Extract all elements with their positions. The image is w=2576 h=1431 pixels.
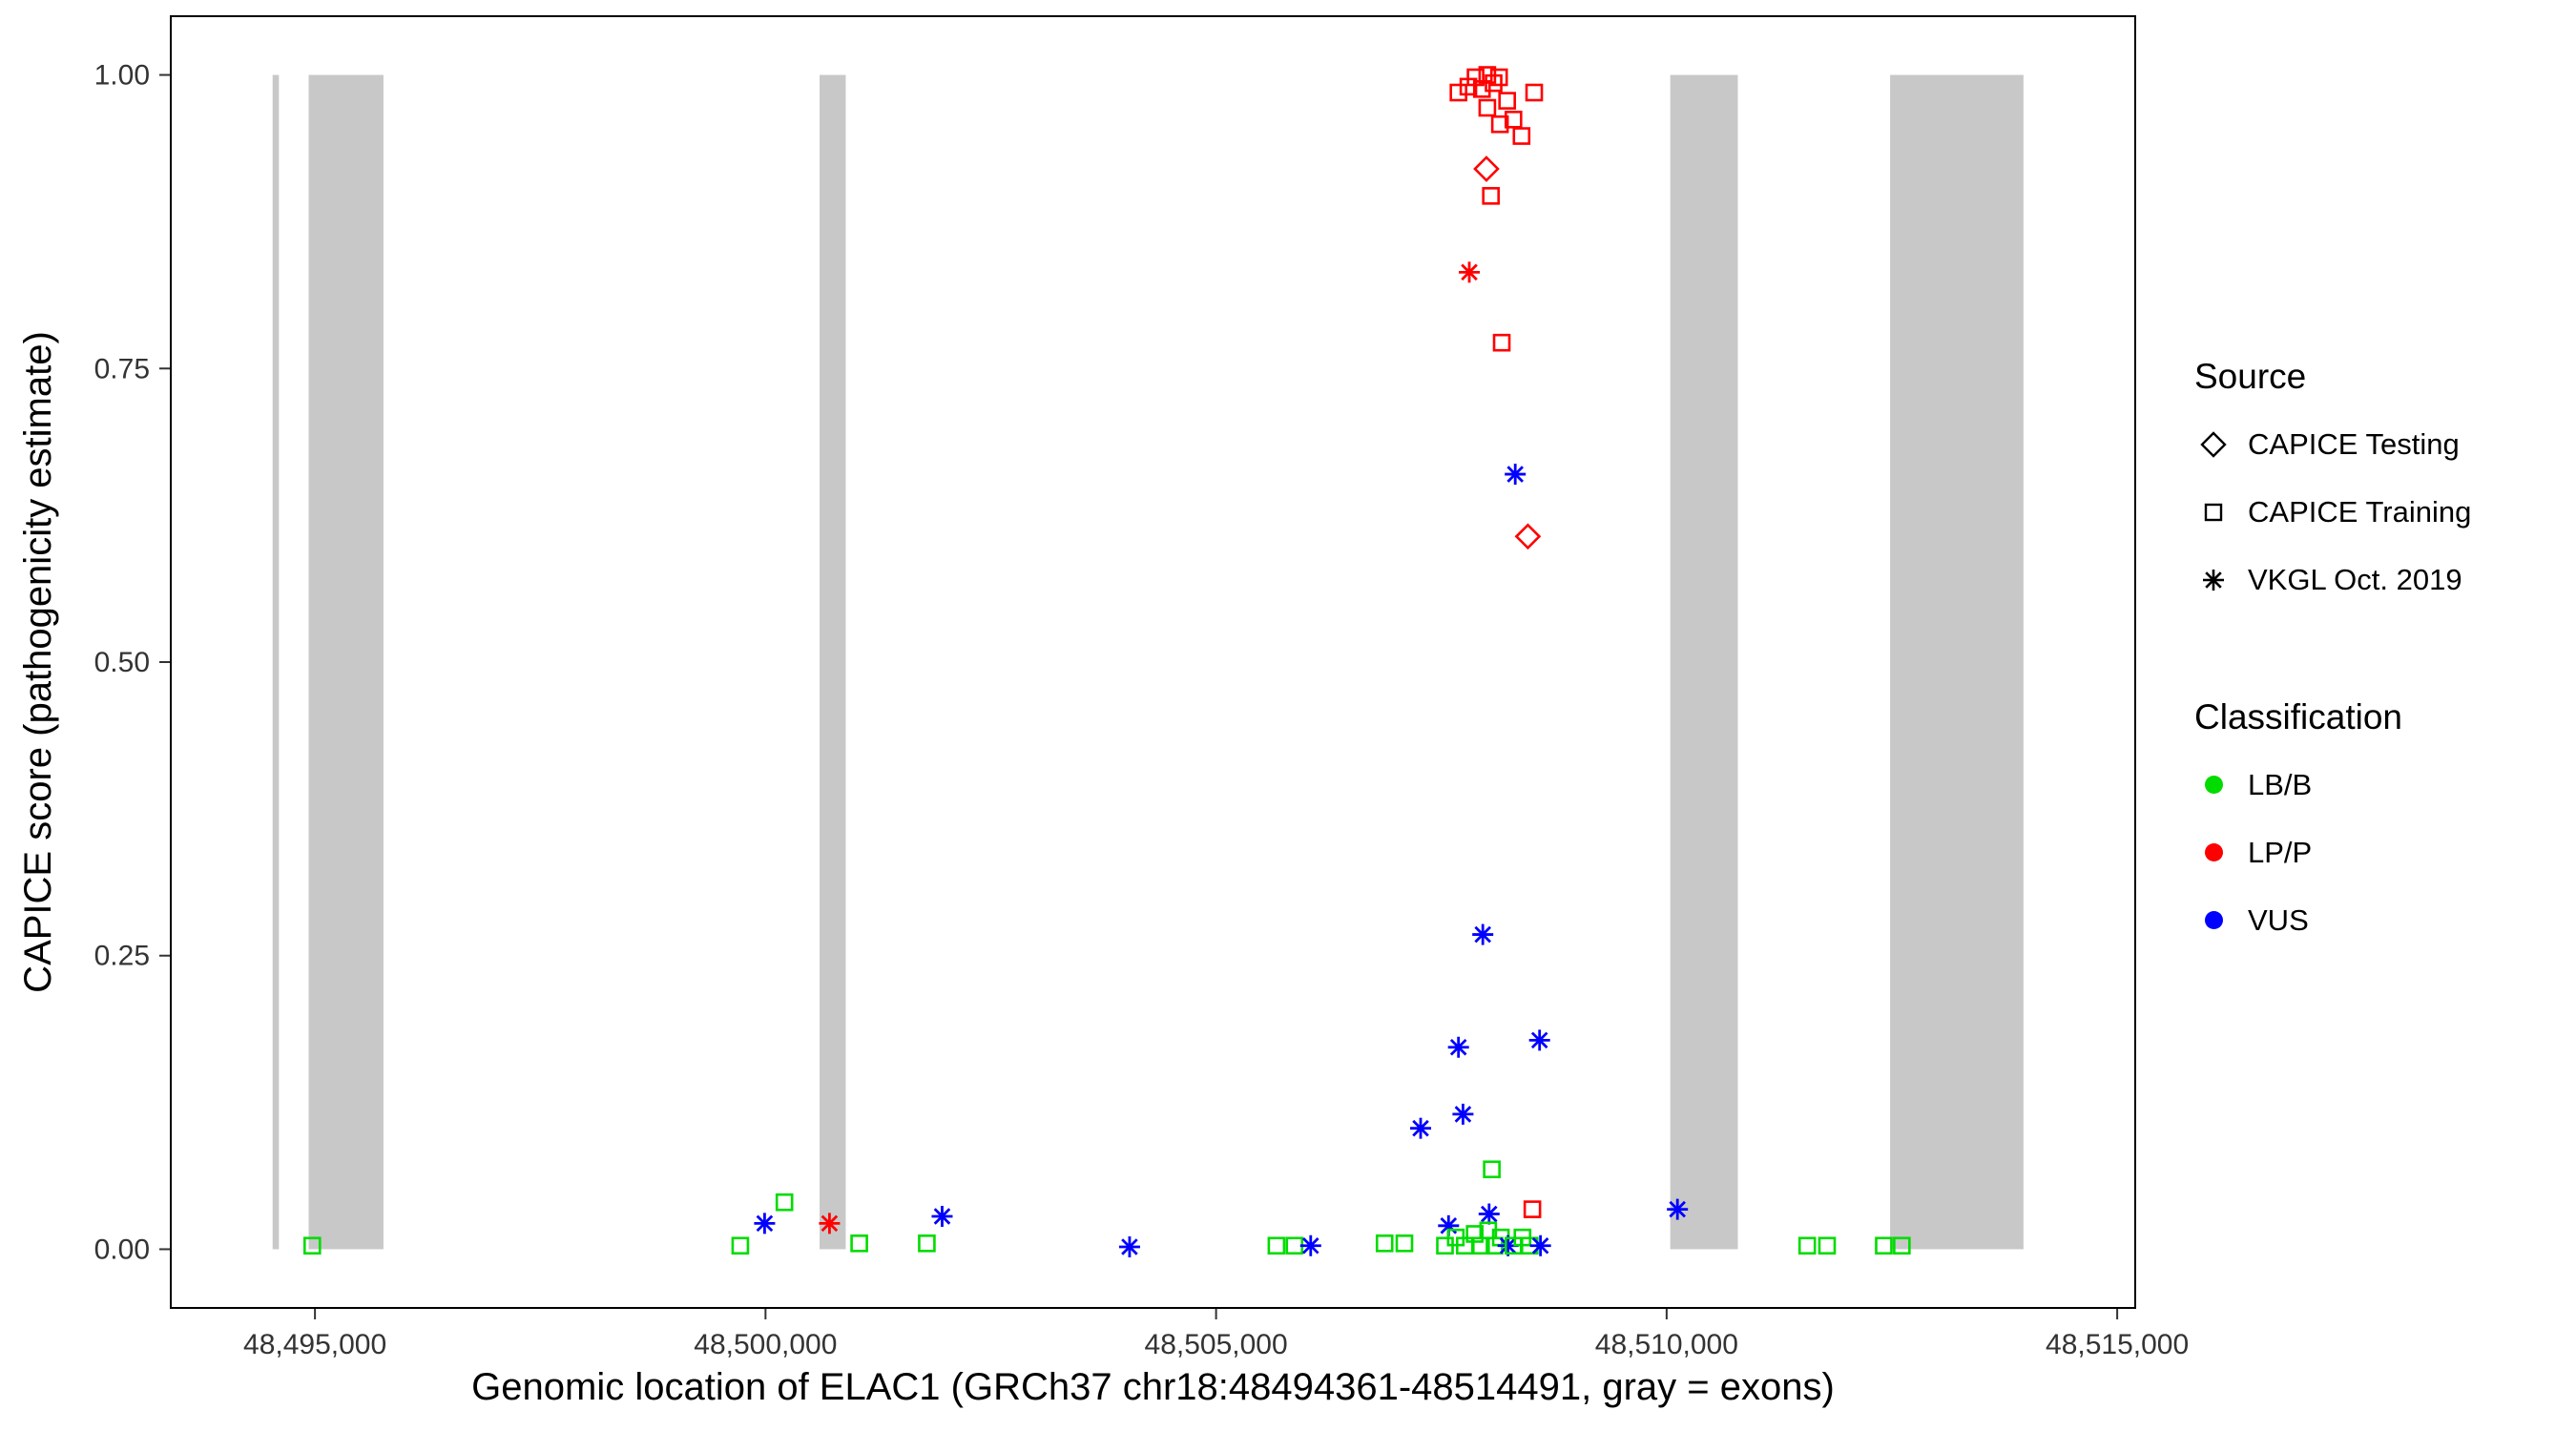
legend-item-capice-training: CAPICE Training bbox=[2194, 478, 2566, 546]
data-point-square bbox=[1465, 1225, 1484, 1243]
data-point-square bbox=[1512, 127, 1531, 145]
data-point-asterisk bbox=[1459, 261, 1481, 283]
data-point-asterisk bbox=[819, 1213, 841, 1234]
red-dot-icon bbox=[2194, 836, 2233, 870]
data-point-square bbox=[1893, 1236, 1911, 1255]
data-point-asterisk bbox=[931, 1205, 953, 1227]
y-tick-label: 0.00 bbox=[94, 1234, 150, 1265]
data-point-asterisk bbox=[1505, 464, 1527, 486]
legend-item-label: LB/B bbox=[2248, 767, 2313, 801]
data-point-square bbox=[775, 1192, 794, 1212]
legend-classification-title: Classification bbox=[2194, 697, 2402, 736]
data-point-asterisk bbox=[1478, 1203, 1500, 1225]
data-point-asterisk bbox=[1299, 1234, 1321, 1256]
legend-item-capice-testing: CAPICE Testing bbox=[2194, 410, 2566, 478]
x-axis-title: Genomic location of ELAC1 (GRCh37 chr18:… bbox=[471, 1366, 1835, 1408]
data-point-square bbox=[1818, 1236, 1837, 1255]
data-point-square bbox=[1498, 92, 1516, 110]
data-point-square bbox=[1466, 68, 1485, 87]
data-point-asterisk bbox=[1118, 1235, 1140, 1257]
legend-item-label: CAPICE Training bbox=[2248, 494, 2472, 529]
x-tick-label: 48,505,000 bbox=[1145, 1329, 1288, 1360]
data-point-square bbox=[1395, 1234, 1414, 1253]
y-tick-label: 0.75 bbox=[94, 353, 150, 384]
data-point-square bbox=[1478, 98, 1497, 117]
exon-band bbox=[1890, 74, 2024, 1250]
data-point-square bbox=[1449, 83, 1467, 102]
data-point-square bbox=[1525, 83, 1544, 102]
legend-classification-group: Classification LB/B LP/P VUS bbox=[2194, 695, 2566, 954]
legend-item-label: CAPICE Testing bbox=[2248, 426, 2460, 461]
data-point-square bbox=[302, 1236, 322, 1255]
square-icon bbox=[2194, 495, 2233, 529]
panel-border bbox=[170, 15, 2136, 1309]
plot-legend: Source CAPICE Testing CAPICE Training bbox=[2194, 355, 2566, 954]
data-point-square bbox=[1483, 1160, 1501, 1179]
legend-item-label: VUS bbox=[2248, 902, 2309, 937]
y-tick-label: 1.00 bbox=[94, 60, 150, 92]
legend-source-title: Source bbox=[2194, 357, 2307, 396]
legend-item-label: LP/P bbox=[2248, 835, 2313, 869]
data-point-asterisk bbox=[1529, 1234, 1551, 1256]
data-point-square bbox=[1482, 187, 1500, 205]
data-point-square bbox=[918, 1234, 936, 1253]
data-point-asterisk bbox=[1472, 923, 1494, 945]
legend-item-lbb: LB/B bbox=[2194, 751, 2566, 819]
legend-item-vkgl: VKGL Oct. 2019 bbox=[2194, 546, 2566, 613]
x-tick-label: 48,500,000 bbox=[694, 1329, 837, 1360]
y-axis-title: CAPICE score (pathogenicity estimate) bbox=[17, 331, 59, 993]
data-point-asterisk bbox=[1447, 1036, 1469, 1058]
data-point-square bbox=[1267, 1236, 1286, 1255]
x-tick-label: 48,495,000 bbox=[243, 1329, 386, 1360]
y-tick-label: 0.25 bbox=[94, 941, 150, 972]
data-point-square bbox=[850, 1234, 868, 1253]
data-point-diamond bbox=[1514, 523, 1542, 550]
x-tick-label: 48,515,000 bbox=[2046, 1329, 2189, 1360]
legend-item-label: VKGL Oct. 2019 bbox=[2248, 562, 2462, 596]
legend-source-group: Source CAPICE Testing CAPICE Training bbox=[2194, 355, 2566, 613]
exon-band bbox=[1670, 74, 1738, 1250]
exon-band bbox=[820, 74, 846, 1250]
data-point-asterisk bbox=[754, 1213, 776, 1234]
exon-band bbox=[308, 74, 384, 1250]
blue-dot-icon bbox=[2194, 903, 2233, 938]
data-point-square bbox=[1375, 1234, 1394, 1253]
data-point-asterisk bbox=[1667, 1198, 1689, 1220]
y-tick-label: 0.50 bbox=[94, 647, 150, 678]
data-point-asterisk bbox=[1410, 1117, 1432, 1139]
data-point-square bbox=[1492, 333, 1511, 352]
data-point-square bbox=[1490, 114, 1509, 134]
data-point-asterisk bbox=[1452, 1103, 1474, 1125]
exon-band bbox=[272, 74, 280, 1250]
data-point-square bbox=[1523, 1200, 1542, 1218]
data-point-square bbox=[1875, 1236, 1893, 1255]
diamond-icon bbox=[2194, 427, 2233, 462]
data-point-diamond bbox=[1473, 156, 1500, 182]
x-tick-label: 48,510,000 bbox=[1595, 1329, 1738, 1360]
asterisk-icon bbox=[2194, 563, 2233, 597]
legend-item-vus: VUS bbox=[2194, 886, 2566, 954]
data-point-square bbox=[731, 1236, 750, 1255]
data-point-square bbox=[1285, 1236, 1304, 1255]
data-point-asterisk bbox=[1528, 1029, 1550, 1051]
green-dot-icon bbox=[2194, 768, 2233, 802]
data-point-square bbox=[1485, 73, 1503, 93]
data-point-square bbox=[1797, 1236, 1817, 1255]
legend-item-lpp: LP/P bbox=[2194, 819, 2566, 886]
data-point-square bbox=[1489, 68, 1508, 87]
